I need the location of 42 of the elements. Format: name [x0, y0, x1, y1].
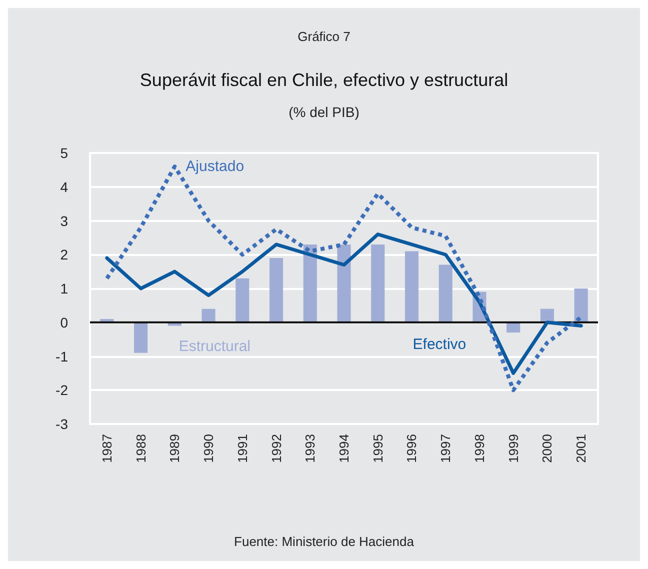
text: Gráfico 7	[298, 29, 350, 44]
x-tick-label: 1998	[472, 434, 487, 463]
bar	[269, 258, 284, 322]
bar	[371, 244, 385, 322]
x-tick-label: 1996	[404, 434, 420, 463]
bar	[404, 251, 419, 322]
x-tick-label: 1989	[167, 434, 182, 463]
x-tick-label: 1987	[99, 434, 114, 463]
chart-title: Superávit fiscal en Chile, efectivo y estructural	[140, 70, 508, 90]
bar	[202, 308, 216, 322]
series-label: Efectivo	[412, 336, 466, 354]
bar	[574, 288, 588, 322]
x-tick-label: 1988	[133, 434, 148, 463]
source-note: Fuente: Ministerio de Hacienda	[234, 534, 415, 549]
x-tick-label: 1999	[506, 434, 521, 463]
y-tick-label: 4	[60, 178, 68, 195]
bar	[303, 244, 317, 322]
x-tick-label: 1997	[438, 434, 454, 463]
y-tick-label: -1	[56, 348, 68, 364]
chart-subtitle: (% del PIB)	[288, 104, 360, 120]
bar	[134, 322, 148, 353]
y-tick-label: 0	[60, 314, 68, 330]
x-tick-label: 2001	[574, 434, 589, 463]
x-tick-label: 1995	[370, 434, 386, 463]
y-tick-label: -3	[56, 416, 68, 432]
series-label: Estructural	[178, 338, 251, 355]
y-tick-label: -2	[56, 382, 68, 398]
line-series	[105, 232, 583, 375]
x-tick-label: 1993	[302, 434, 318, 463]
y-tick-label: 5	[60, 145, 68, 161]
x-tick-label: 1991	[234, 434, 250, 463]
x-tick-label: 2000	[540, 434, 555, 463]
x-tick-label: 1992	[268, 434, 284, 463]
y-tick-label: 3	[60, 212, 68, 229]
series-label: Ajustado	[186, 158, 244, 176]
y-tick-label: 2	[60, 246, 68, 263]
bar	[337, 244, 351, 322]
y-tick-label: 1	[60, 280, 68, 296]
x-tick-label: 1990	[201, 434, 216, 463]
bar	[236, 278, 250, 322]
x-tick-label: 1994	[336, 434, 352, 463]
bar	[438, 264, 452, 322]
